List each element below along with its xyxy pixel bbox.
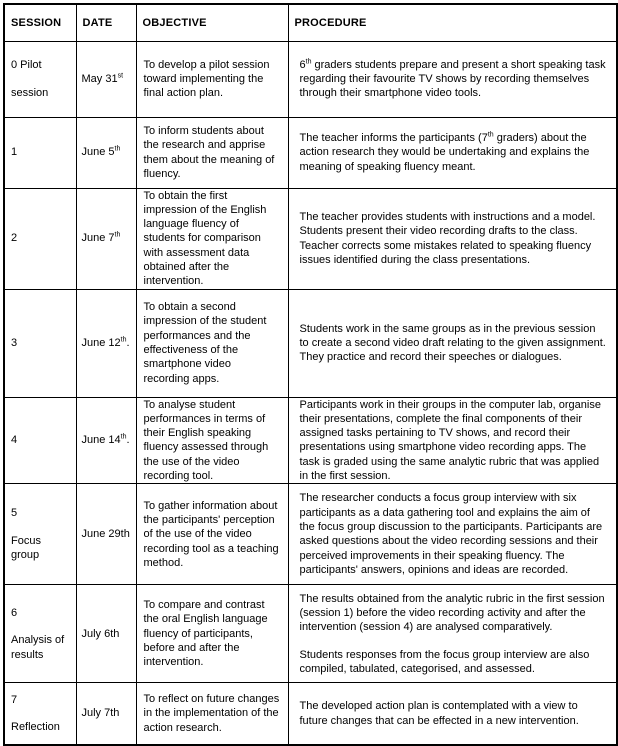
procedure-paragraph: The teacher provides students with instr… bbox=[300, 210, 607, 267]
session-cell: 5 Focus group bbox=[3, 483, 77, 586]
procedure-cell: The researcher conducts a focus group in… bbox=[287, 483, 618, 586]
procedure-cell: 6th graders students prepare and present… bbox=[287, 40, 618, 118]
session-cell: 3 bbox=[3, 288, 77, 398]
table-row: 1 June 5th To inform students about the re… bbox=[3, 116, 618, 189]
objective-cell: To inform students about the research an… bbox=[135, 116, 289, 189]
ordinal-superscript: th bbox=[120, 433, 127, 441]
session-line: Reflection bbox=[11, 721, 60, 734]
session-cell: 1 bbox=[3, 116, 77, 189]
column-header-objective: OBJECTIVE bbox=[135, 3, 289, 42]
objective-cell: To obtain the first impression of the En… bbox=[135, 187, 289, 290]
procedure-cell: The developed action plan is contemplate… bbox=[287, 682, 618, 746]
text-segment: The developed action plan is contemplate… bbox=[299, 700, 579, 727]
session-line: 5 bbox=[11, 507, 18, 520]
table-body: 0 Pilot session May 31st To develop a pilot… bbox=[3, 40, 618, 746]
ordinal-superscript: th bbox=[114, 231, 121, 239]
text-segment: July 6th bbox=[81, 627, 120, 640]
column-header-date: DATE bbox=[75, 3, 137, 42]
text-segment: June 12 bbox=[81, 336, 121, 349]
ordinal-superscript: th bbox=[114, 145, 121, 153]
text-segment: Students responses from the focus group … bbox=[299, 648, 590, 675]
procedure-cell: The results obtained from the analytic r… bbox=[287, 584, 618, 684]
procedure-cell: The teacher informs the participants (7t… bbox=[287, 116, 618, 189]
date-cell: June 29th bbox=[75, 483, 137, 586]
session-line: 3 bbox=[11, 336, 18, 349]
text-segment: graders) about the action research they … bbox=[299, 132, 590, 173]
column-header-session: SESSION bbox=[3, 3, 77, 42]
session-line: 6 bbox=[11, 606, 18, 619]
procedure-cell: Students work in the same groups as in t… bbox=[287, 288, 618, 398]
text-segment: . bbox=[126, 336, 130, 349]
text-segment: July 7th bbox=[81, 707, 120, 720]
procedure-paragraph: Students work in the same groups as in t… bbox=[300, 322, 607, 365]
session-line: 2 bbox=[11, 232, 18, 245]
sessions-table: SESSION DATE OBJECTIVE PROCEDURE 0 Pilot… bbox=[3, 3, 618, 746]
procedure-paragraph: Students responses from the focus group … bbox=[300, 648, 607, 677]
session-line: 0 Pilot bbox=[11, 59, 42, 72]
text-segment: Participants work in their groups in the… bbox=[299, 398, 601, 483]
ordinal-superscript: th bbox=[305, 57, 312, 65]
date-cell: June 5th bbox=[75, 116, 137, 189]
text-segment: Students work in the same groups as in t… bbox=[299, 322, 606, 364]
table-row: 7 Reflection July 7th To reflect on future … bbox=[3, 682, 618, 746]
text-segment: May 31 bbox=[81, 72, 118, 85]
session-cell: 0 Pilot session bbox=[3, 40, 77, 118]
procedure-paragraph: The results obtained from the analytic r… bbox=[300, 592, 607, 635]
text-segment: graders students prepare and present a s… bbox=[299, 58, 606, 100]
date-cell: June 7th bbox=[75, 187, 137, 290]
session-line: Focus group bbox=[11, 534, 41, 561]
objective-cell: To reflect on future changes in the impl… bbox=[135, 682, 289, 746]
session-cell: 7 Reflection bbox=[3, 682, 77, 746]
ordinal-superscript: st bbox=[117, 72, 124, 80]
text-segment: The teacher informs the participants (7 bbox=[299, 132, 488, 145]
ordinal-superscript: th bbox=[487, 131, 494, 139]
session-line: 4 bbox=[11, 434, 18, 447]
text-segment: June 29th bbox=[81, 528, 130, 541]
date-cell: July 7th bbox=[75, 682, 137, 746]
text-segment: The results obtained from the analytic r… bbox=[299, 592, 605, 634]
procedure-paragraph: The teacher informs the participants (7t… bbox=[300, 131, 607, 174]
procedure-cell: Participants work in their groups in the… bbox=[287, 396, 618, 485]
session-line: Analysis of results bbox=[11, 634, 65, 661]
objective-cell: To compare and contrast the oral English… bbox=[135, 584, 289, 684]
procedure-paragraph: Participants work in their groups in the… bbox=[299, 398, 607, 483]
table-row: 5 Focus group June 29th To gather informati… bbox=[3, 483, 618, 586]
session-cell: 2 bbox=[3, 187, 77, 290]
ordinal-superscript: th bbox=[120, 336, 127, 344]
text-segment: . bbox=[126, 434, 130, 447]
objective-cell: To gather information about the particip… bbox=[135, 483, 289, 586]
table-row: 2 June 7th To obtain the first impression … bbox=[3, 187, 618, 290]
date-cell: June 14th. bbox=[75, 396, 137, 485]
text-segment: The teacher provides students with instr… bbox=[299, 210, 596, 266]
header-row: SESSION DATE OBJECTIVE PROCEDURE bbox=[3, 3, 618, 42]
procedure-paragraph: The researcher conducts a focus group in… bbox=[300, 491, 607, 577]
objective-cell: To develop a pilot session toward implem… bbox=[135, 40, 289, 118]
session-line: 7 bbox=[11, 693, 18, 706]
table-row: 0 Pilot session May 31st To develop a pilot… bbox=[3, 40, 618, 118]
text-segment: June 5 bbox=[81, 146, 115, 159]
table-row: 4 June 14th. To analyse student performanc… bbox=[3, 396, 618, 485]
procedure-paragraph: The developed action plan is contemplate… bbox=[300, 699, 607, 728]
session-line: 1 bbox=[11, 146, 18, 159]
text-segment: June 7 bbox=[81, 232, 115, 245]
procedure-cell: The teacher provides students with instr… bbox=[287, 187, 618, 290]
column-header-procedure: PROCEDURE bbox=[287, 3, 618, 42]
session-cell: 6 Analysis of results bbox=[3, 584, 77, 684]
table-row: 6 Analysis of results July 6th To compare a… bbox=[3, 584, 618, 684]
procedure-paragraph: 6th graders students prepare and present… bbox=[300, 58, 607, 101]
text-segment: 6 bbox=[299, 58, 306, 71]
session-line: session bbox=[11, 86, 49, 99]
text-segment: June 14 bbox=[81, 434, 121, 447]
date-cell: May 31st bbox=[75, 40, 137, 118]
text-segment: The researcher conducts a focus group in… bbox=[299, 492, 603, 576]
session-cell: 4 bbox=[3, 396, 77, 485]
table-row: 3 June 12th. To obtain a second impression… bbox=[3, 288, 618, 398]
date-cell: July 6th bbox=[75, 584, 137, 684]
objective-cell: To obtain a second impression of the stu… bbox=[135, 288, 289, 398]
date-cell: June 12th. bbox=[75, 288, 137, 398]
objective-cell: To analyse student performances in terms… bbox=[135, 396, 289, 485]
document-page: SESSION DATE OBJECTIVE PROCEDURE 0 Pilot… bbox=[3, 3, 618, 746]
